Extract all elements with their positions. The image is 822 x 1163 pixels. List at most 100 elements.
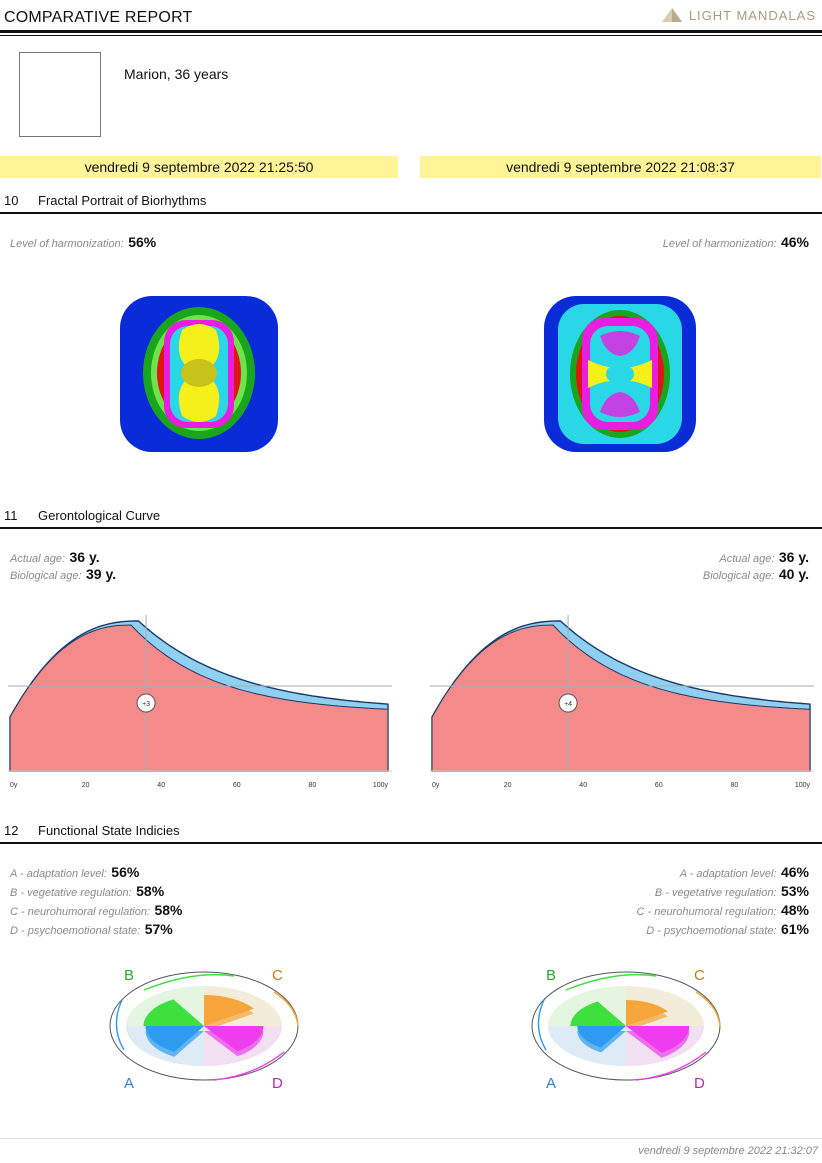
section-title: Gerontological Curve [38,508,161,523]
header-rule [0,30,822,33]
index-b: B - vegetative regulation: 58% [10,883,165,899]
harmonization-right: Level of harmonization: 46% [663,234,809,252]
x-tick-label: 0y [432,782,440,789]
actual-age-label: Actual age: [719,553,775,565]
harmonization-value: 46% [780,234,809,250]
actual-age-label: Actual age: [10,553,66,565]
patient-photo [19,52,101,137]
index-a: A - adaptation level: 46% [679,864,809,880]
bio-age-left: Biological age: 39 y. [10,566,116,584]
x-tick-label: 40 [157,782,165,789]
harmonization-label: Level of harmonization: [662,238,777,250]
x-tick-label: 100y [795,782,811,789]
pie-label-d: D [272,1075,283,1092]
actual-age-right: Actual age: 36 y. [719,549,809,567]
section-rule [0,842,822,844]
pie-slice-d [204,1026,264,1052]
functional-pie-left: A B C D [109,967,299,1092]
index-c: C - neurohumoral regulation: 48% [636,902,809,918]
section-rule [0,212,822,214]
pie-slice-d [626,1026,690,1053]
gerontological-chart-right: +4 0y 20 40 60 80 100y [430,615,814,789]
pie-slice-c [204,995,254,1026]
arc-arrow-b [565,973,657,991]
section-number: 12 [4,823,19,838]
pie-label-b: B [546,967,556,984]
fractal-portrait-right [544,296,696,452]
section-geronto-heading: 11 Gerontological Curve [4,508,160,523]
section-fractal-heading: 10 Fractal Portrait of Biorhythms [4,193,206,208]
pie-label-c: C [272,967,283,984]
arc-arrow-a [115,999,125,1051]
biological-age-area [431,624,811,772]
bio-age-value: 40 y. [778,566,809,582]
x-tick-label: 40 [579,782,587,789]
index-a: A - adaptation level: 56% [10,864,140,880]
harmonization-label: Level of harmonization: [10,238,124,250]
section-functional-heading: 12 Functional State Indicies [4,823,180,838]
functional-pie-right: A B C D [531,967,721,1092]
arc-arrow-b [143,973,235,991]
pie-label-b: B [124,967,134,984]
session-date-left: vendredi 9 septembre 2022 21:25:50 [0,156,398,178]
x-tick-label: 20 [82,782,90,789]
footer-rule [0,1138,822,1139]
bio-age-label: Biological age: [702,570,775,582]
actual-age-value: 36 y. [778,549,809,565]
x-tick-label: 80 [731,782,739,789]
actual-age-left: Actual age: 36 y. [10,549,100,567]
brand-logo: LIGHT MANDALAS [661,7,816,23]
section-number: 10 [4,193,19,208]
arc-arrow-c [695,991,721,1027]
x-tick-label: 80 [309,782,317,789]
functional-indices-right: A - adaptation level: 46% B - vegetative… [636,864,809,940]
header-rule-thin [0,35,822,36]
pie-label-a: A [124,1075,134,1092]
fractal-portrait-left [120,296,278,452]
index-d: D - psychoemotional state: 61% [646,921,809,937]
section-title: Functional State Indicies [38,823,180,838]
brand-name: LIGHT MANDALAS [688,7,816,23]
arc-arrow-a [537,999,547,1051]
age-diff-marker: +3 [136,693,156,713]
age-diff-marker: +4 [558,693,578,713]
gerontological-chart-left: +3 0y 20 40 60 80 100y [8,615,392,789]
index-d: D - psychoemotional state: 57% [10,921,173,937]
index-c: C - neurohumoral regulation: 58% [10,902,183,918]
report-title: COMPARATIVE REPORT [4,9,193,26]
arc-arrow-d [213,1051,285,1081]
session-date-right: vendredi 9 septembre 2022 21:08:37 [420,156,821,178]
section-number: 11 [4,508,18,523]
x-tick-label: 20 [504,782,512,789]
pie-slice-b [570,1001,626,1026]
x-tick-label: 60 [655,782,663,789]
x-tick-label: 100y [373,782,389,789]
age-diff-label: +3 [142,701,150,708]
arc-arrow-c [273,991,299,1027]
x-tick-label: 60 [233,782,241,789]
footer-date: vendredi 9 septembre 2022 21:32:07 [638,1145,818,1157]
biological-age-area [9,624,389,772]
pie-slice-a [577,1026,626,1048]
pie-slice-c [626,1000,668,1026]
actual-age-value: 36 y. [69,549,100,565]
bio-age-label: Biological age: [10,570,82,582]
functional-indices-left: A - adaptation level: 56% B - vegetative… [10,864,183,940]
patient-name: Marion, 36 years [124,66,229,82]
section-rule [0,527,822,529]
harmonization-left: Level of harmonization: 56% [10,234,156,252]
bio-age-value: 39 y. [86,566,117,582]
harmonization-value: 56% [128,234,157,250]
pie-slice-a [145,1026,204,1052]
age-diff-label: +4 [564,701,572,708]
index-b: B - vegetative regulation: 53% [654,883,809,899]
bio-age-right: Biological age: 40 y. [703,566,809,584]
arc-arrow-d [635,1051,707,1081]
pyramid-icon [661,8,682,22]
x-tick-label: 0y [10,782,18,789]
section-title: Fractal Portrait of Biorhythms [38,193,207,208]
pie-label-d: D [694,1075,705,1092]
pie-label-c: C [694,967,705,984]
pie-slice-b [143,999,204,1026]
pie-label-a: A [546,1075,556,1092]
